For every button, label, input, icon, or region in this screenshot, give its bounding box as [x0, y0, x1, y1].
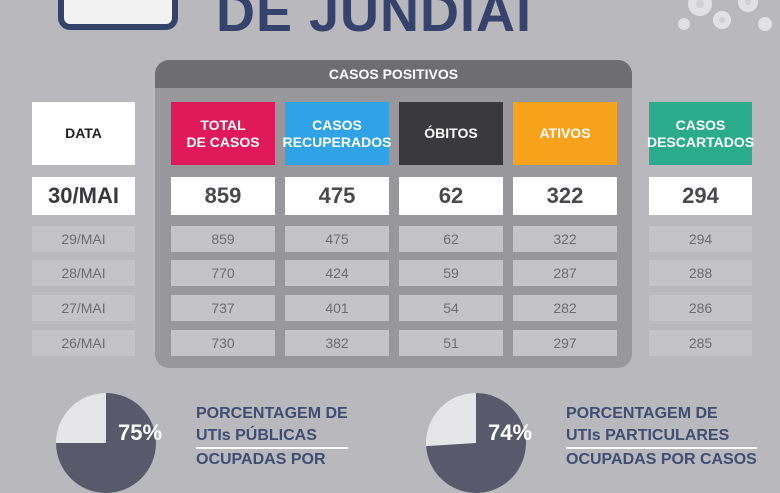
- header-data: DATA: [32, 102, 135, 165]
- history-descartados: 294: [649, 226, 752, 252]
- header-total-casos: TOTAL DE CASOS: [171, 102, 275, 165]
- history-date: 29/MAI: [32, 226, 135, 252]
- history-descartados: 286: [649, 295, 752, 321]
- history-obitos: 62: [399, 226, 503, 252]
- history-recuperados: 401: [285, 295, 389, 321]
- history-date: 28/MAI: [32, 260, 135, 286]
- positive-cases-header-bar: [155, 60, 632, 88]
- history-descartados: 288: [649, 260, 752, 286]
- history-recuperados: 475: [285, 226, 389, 252]
- virus-illustration-icon: [678, 0, 772, 31]
- date-badge: 30: [58, 0, 178, 30]
- header-casos-descartados: CASOS DESCARTADOS: [647, 102, 754, 165]
- history-ativos: 322: [513, 226, 617, 252]
- uti-publicas-percent: 75%: [118, 420, 163, 445]
- history-total: 730: [171, 330, 275, 356]
- history-obitos: 59: [399, 260, 503, 286]
- current-date: 30/MAI: [32, 177, 135, 215]
- history-obitos: 51: [399, 330, 503, 356]
- pie-occupied: [56, 393, 156, 493]
- history-ativos: 297: [513, 330, 617, 356]
- history-ativos: 282: [513, 295, 617, 321]
- history-total: 770: [171, 260, 275, 286]
- uti-particulares-pie-chart: [426, 393, 526, 493]
- history-date: 26/MAI: [32, 330, 135, 356]
- current-total: 859: [171, 177, 275, 215]
- uti-particulares-percent: 74%: [488, 420, 533, 445]
- header-obitos: ÓBITOS: [399, 102, 503, 165]
- header-casos-recuperados: CASOS RECUPERADOS: [283, 102, 391, 165]
- uti-publicas-caption: PORCENTAGEM DE UTIs PÚBLICAS OCUPADAS PO…: [196, 405, 348, 468]
- history-descartados: 285: [649, 330, 752, 356]
- current-ativos: 322: [513, 177, 617, 215]
- uti-particulares-caption: PORCENTAGEM DE UTIs PARTICULARES OCUPADA…: [566, 405, 757, 468]
- history-total: 859: [171, 226, 275, 252]
- history-recuperados: 382: [285, 330, 389, 356]
- history-obitos: 54: [399, 295, 503, 321]
- history-date: 27/MAI: [32, 295, 135, 321]
- uti-publicas-pie-chart: [56, 393, 156, 493]
- page-title: DE JUNDIAÍ: [216, 0, 533, 43]
- history-recuperados: 424: [285, 260, 389, 286]
- history-ativos: 287: [513, 260, 617, 286]
- positive-cases-title: CASOS POSITIVOS: [328, 66, 459, 82]
- pie-occupied: [426, 393, 526, 493]
- current-descartados: 294: [649, 177, 752, 215]
- current-recuperados: 475: [285, 177, 389, 215]
- header-ativos: ATIVOS: [513, 102, 617, 165]
- current-obitos: 62: [399, 177, 503, 215]
- history-total: 737: [171, 295, 275, 321]
